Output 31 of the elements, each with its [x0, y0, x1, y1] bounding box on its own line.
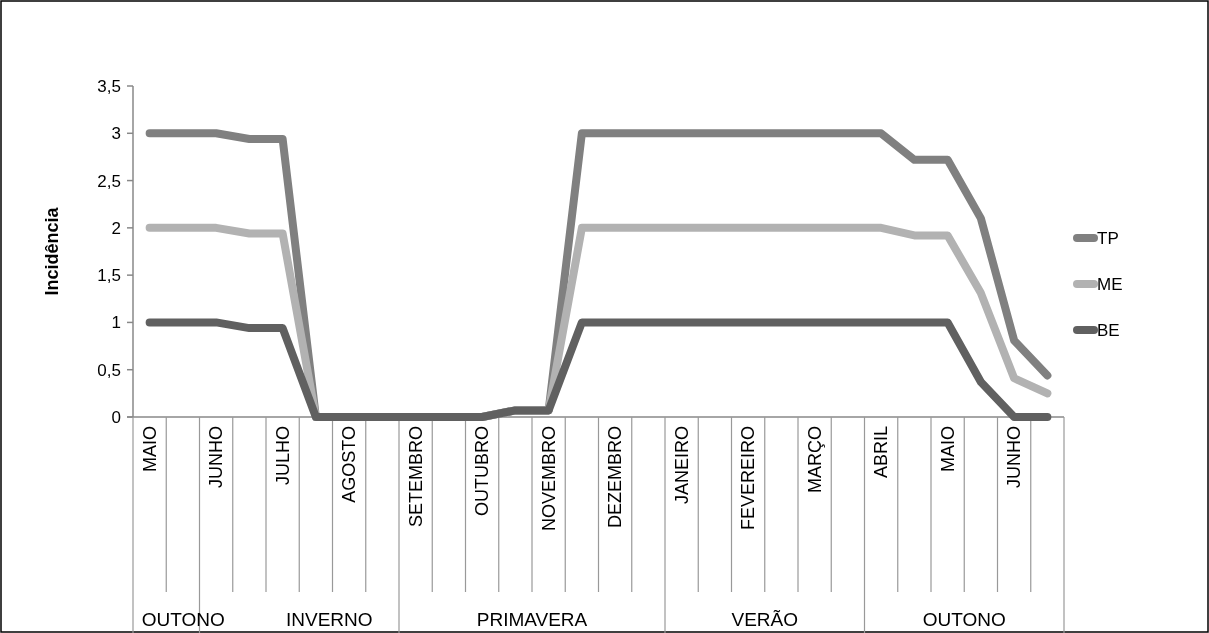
x-tick-label: NOVEMBRO: [538, 426, 559, 532]
legend-label: BE: [1097, 320, 1120, 340]
y-tick-label: 1: [111, 313, 121, 333]
x-tick-label: JULHO: [272, 426, 293, 486]
text: VERÃO: [731, 609, 799, 630]
x-tick-label: SETEMBRO: [405, 426, 426, 528]
legend-label: ME: [1097, 274, 1123, 294]
y-tick-label: 3,5: [97, 76, 121, 96]
x-tick-label: OUTUBRO: [472, 426, 493, 516]
text: INVERNO: [285, 609, 373, 630]
legend-label: TP: [1097, 228, 1119, 248]
x-tick-label: ABRIL: [871, 426, 892, 479]
y-tick-label: 2: [111, 218, 121, 238]
x-tick-label: JUNHO: [1004, 426, 1025, 488]
x-tick-label: FEVEREIRO: [738, 426, 759, 531]
text: OUTONO: [141, 609, 225, 630]
x-tick-label: JUNHO: [206, 426, 227, 488]
y-axis-title: Incidência: [42, 206, 62, 296]
x-tick-label: MAIO: [139, 426, 160, 473]
x-tick-label: DEZEMBRO: [605, 426, 626, 529]
text: PRIMAVERA: [476, 609, 588, 630]
y-tick-label: 0,5: [97, 360, 121, 380]
x-tick-label: MARÇO: [804, 426, 825, 493]
y-tick-label: 1,5: [97, 266, 121, 286]
y-tick-label: 0: [111, 407, 121, 427]
x-tick-label: MAIO: [937, 426, 958, 473]
y-tick-label: 2,5: [97, 171, 121, 191]
y-tick-label: 3: [111, 124, 121, 144]
x-tick-label: AGOSTO: [339, 426, 360, 503]
x-tick-label: JANEIRO: [671, 426, 692, 505]
text: OUTONO: [922, 609, 1006, 630]
